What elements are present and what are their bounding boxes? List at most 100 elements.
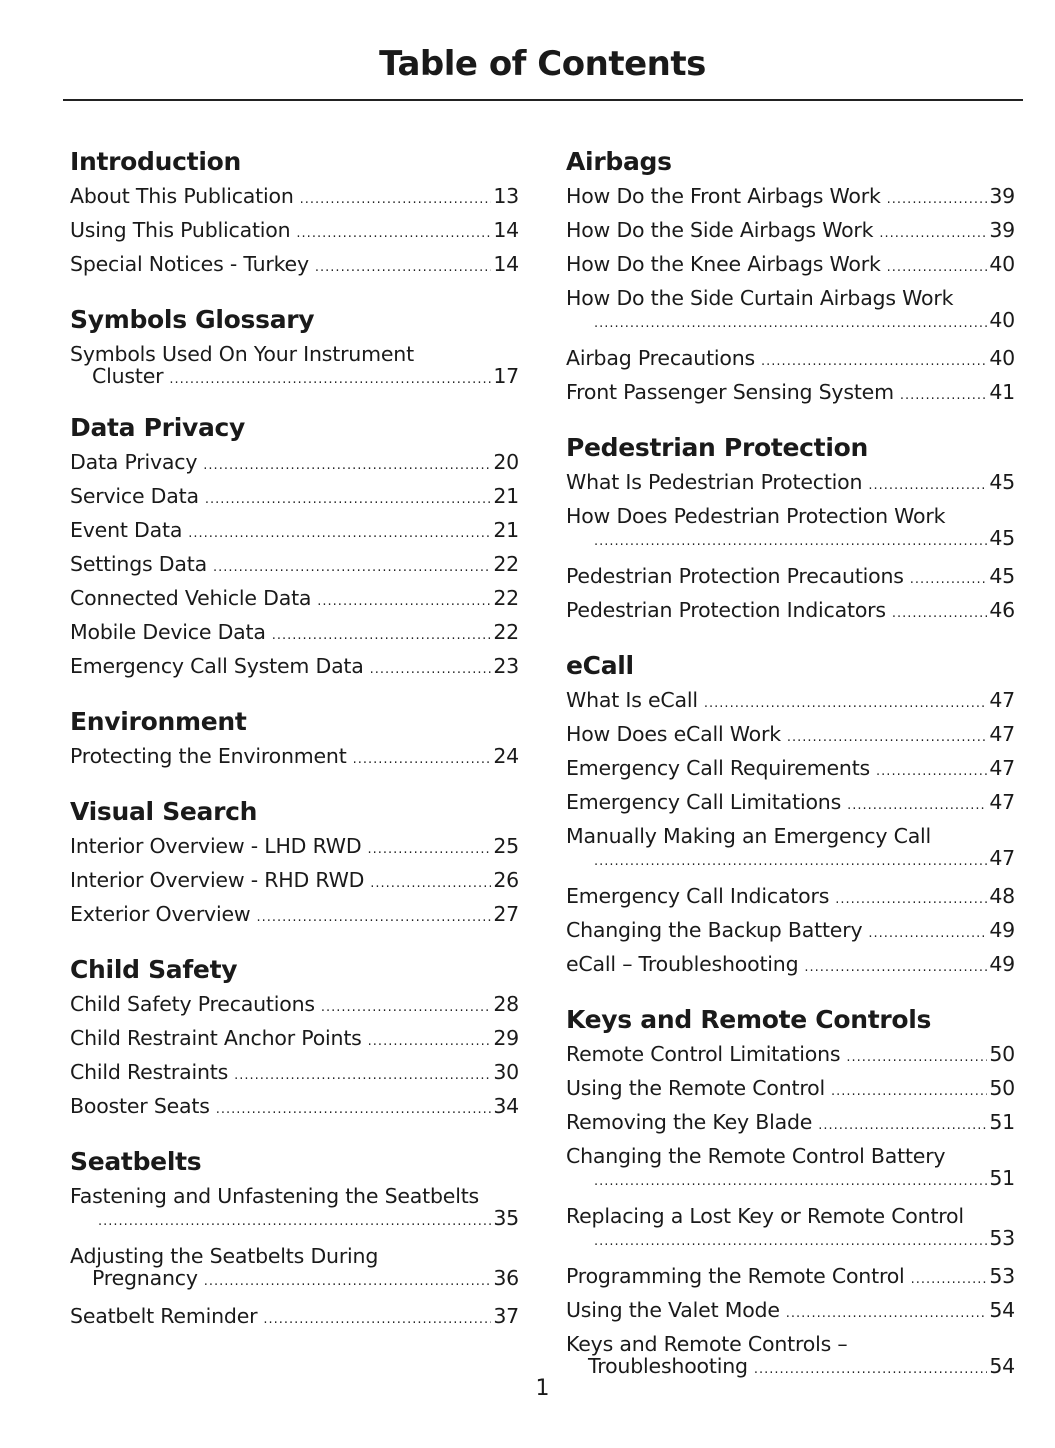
entry-row: Changing the Remote Control Battery bbox=[566, 1141, 1015, 1171]
toc-entry[interactable]: How Do the Side Airbags Work 39 bbox=[566, 215, 1015, 249]
toc-entry[interactable]: Event Data 21 bbox=[70, 515, 519, 549]
toc-entry[interactable]: Service Data 21 bbox=[70, 481, 519, 515]
entry-title: Remote Control Limitations bbox=[566, 1042, 841, 1066]
entry-row: Using the Remote Control 50 bbox=[566, 1073, 1015, 1107]
toc-entry[interactable]: Emergency Call System Data 23 bbox=[70, 651, 519, 685]
entry-row-continued: Troubleshooting 54 bbox=[566, 1355, 1015, 1381]
toc-entry[interactable]: Data Privacy 20 bbox=[70, 447, 519, 481]
entry-page: 47 bbox=[989, 846, 1015, 870]
entry-row-continued: 51 bbox=[566, 1167, 1015, 1193]
entry-title: Emergency Call Requirements bbox=[566, 756, 871, 780]
entry-title: Mobile Device Data bbox=[70, 620, 266, 644]
dot-leader bbox=[263, 1305, 491, 1335]
toc-entry[interactable]: Changing the Remote Control Battery 51 bbox=[566, 1141, 1015, 1193]
toc-entry[interactable]: Exterior Overview 27 bbox=[70, 899, 519, 933]
toc-entry[interactable]: Child Safety Precautions 28 bbox=[70, 989, 519, 1023]
entry-row: Emergency Call Requirements 47 bbox=[566, 753, 1015, 787]
toc-entry[interactable]: Seatbelt Reminder 37 bbox=[70, 1301, 519, 1335]
dot-leader bbox=[317, 587, 491, 617]
section-heading: Introduction bbox=[70, 147, 241, 176]
toc-entry[interactable]: Replacing a Lost Key or Remote Control 53 bbox=[566, 1201, 1015, 1253]
title-divider bbox=[63, 99, 1023, 101]
toc-entry[interactable]: Emergency Call Limitations 47 bbox=[566, 787, 1015, 821]
toc-entry[interactable]: How Do the Side Curtain Airbags Work 40 bbox=[566, 283, 1015, 335]
entry-page: 23 bbox=[493, 654, 519, 678]
toc-entry[interactable]: Keys and Remote Controls – Troubleshootin… bbox=[566, 1329, 1015, 1381]
toc-entry[interactable]: Remote Control Limitations 50 bbox=[566, 1039, 1015, 1073]
toc-entry[interactable]: Protecting the Environment 24 bbox=[70, 741, 519, 775]
entry-page: 47 bbox=[989, 722, 1015, 746]
entry-row: Using the Valet Mode 54 bbox=[566, 1295, 1015, 1329]
entry-row: Fastening and Unfastening the Seatbelts bbox=[70, 1181, 519, 1211]
toc-entry[interactable]: Child Restraint Anchor Points 29 bbox=[70, 1023, 519, 1057]
toc-entry[interactable]: Using the Valet Mode 54 bbox=[566, 1295, 1015, 1329]
toc-entry[interactable]: Emergency Call Indicators 48 bbox=[566, 881, 1015, 915]
section-heading: Seatbelts bbox=[70, 1147, 202, 1176]
toc-entry[interactable]: eCall – Troubleshooting 49 bbox=[566, 949, 1015, 983]
entry-page: 26 bbox=[493, 868, 519, 892]
toc-entry[interactable]: Mobile Device Data 22 bbox=[70, 617, 519, 651]
toc-entry[interactable]: Airbag Precautions 40 bbox=[566, 343, 1015, 377]
toc-entry[interactable]: How Do the Knee Airbags Work 40 bbox=[566, 249, 1015, 283]
toc-entry[interactable]: How Do the Front Airbags Work 39 bbox=[566, 181, 1015, 215]
entry-page: 48 bbox=[989, 884, 1015, 908]
toc-entry[interactable]: Booster Seats 34 bbox=[70, 1091, 519, 1125]
dot-leader bbox=[213, 553, 491, 583]
entry-row: What Is eCall 47 bbox=[566, 685, 1015, 719]
entry-row: How Does Pedestrian Protection Work bbox=[566, 501, 1015, 531]
entry-row: eCall – Troubleshooting 49 bbox=[566, 949, 1015, 983]
dot-leader bbox=[704, 689, 987, 719]
entry-page: 47 bbox=[989, 756, 1015, 780]
entry-title: Child Safety Precautions bbox=[70, 992, 315, 1016]
entry-title: Using This Publication bbox=[70, 218, 291, 242]
toc-entry[interactable]: Using the Remote Control 50 bbox=[566, 1073, 1015, 1107]
entry-title: Exterior Overview bbox=[70, 902, 251, 926]
toc-entry[interactable]: About This Publication 13 bbox=[70, 181, 519, 215]
dot-leader bbox=[98, 1211, 491, 1233]
section-heading: Data Privacy bbox=[70, 413, 246, 442]
entry-row: Interior Overview - LHD RWD 25 bbox=[70, 831, 519, 865]
toc-entry[interactable]: Changing the Backup Battery 49 bbox=[566, 915, 1015, 949]
toc-entry[interactable]: Manually Making an Emergency Call 47 bbox=[566, 821, 1015, 873]
toc-entry[interactable]: How Does eCall Work 47 bbox=[566, 719, 1015, 753]
toc-entry[interactable]: Interior Overview - RHD RWD 26 bbox=[70, 865, 519, 899]
toc-entry[interactable]: Settings Data 22 bbox=[70, 549, 519, 583]
toc-entry[interactable]: Fastening and Unfastening the Seatbelts 3… bbox=[70, 1181, 519, 1233]
toc-entry[interactable]: How Does Pedestrian Protection Work 45 bbox=[566, 501, 1015, 553]
toc-entry[interactable]: Connected Vehicle Data 22 bbox=[70, 583, 519, 617]
toc-entry[interactable]: What Is eCall 47 bbox=[566, 685, 1015, 719]
entry-title: How Does eCall Work bbox=[566, 722, 781, 746]
toc-entry[interactable]: Special Notices - Turkey 14 bbox=[70, 249, 519, 283]
toc-entry[interactable]: Programming the Remote Control 53 bbox=[566, 1261, 1015, 1295]
entry-page: 29 bbox=[493, 1026, 519, 1050]
toc-entry[interactable]: What Is Pedestrian Protection 45 bbox=[566, 467, 1015, 501]
toc-entry[interactable]: Using This Publication 14 bbox=[70, 215, 519, 249]
entry-page: 27 bbox=[493, 902, 519, 926]
toc-entry[interactable]: Child Restraints 30 bbox=[70, 1057, 519, 1091]
entry-row: How Does eCall Work 47 bbox=[566, 719, 1015, 753]
toc-entry[interactable]: Interior Overview - LHD RWD 25 bbox=[70, 831, 519, 865]
section-heading: Keys and Remote Controls bbox=[566, 1005, 932, 1034]
entry-row: Front Passenger Sensing System 41 bbox=[566, 377, 1015, 411]
toc-section: eCall What Is eCall 47 How Does eCall Work 4… bbox=[566, 649, 1015, 983]
section-heading: Pedestrian Protection bbox=[566, 433, 868, 462]
section-heading: Child Safety bbox=[70, 955, 238, 984]
entry-page: 25 bbox=[493, 834, 519, 858]
dot-leader bbox=[594, 531, 987, 553]
toc-entry[interactable]: Emergency Call Requirements 47 bbox=[566, 753, 1015, 787]
entry-row: Symbols Used On Your Instrument bbox=[70, 339, 519, 369]
toc-entry[interactable]: Pedestrian Protection Precautions 45 bbox=[566, 561, 1015, 595]
toc-entry[interactable]: Pedestrian Protection Indicators 46 bbox=[566, 595, 1015, 629]
entry-row: Removing the Key Blade 51 bbox=[566, 1107, 1015, 1141]
entry-title: Fastening and Unfastening the Seatbelts bbox=[70, 1184, 480, 1208]
toc-entry[interactable]: Removing the Key Blade 51 bbox=[566, 1107, 1015, 1141]
entry-row: Event Data 21 bbox=[70, 515, 519, 549]
toc-entry[interactable]: Front Passenger Sensing System 41 bbox=[566, 377, 1015, 411]
entry-row: Special Notices - Turkey 14 bbox=[70, 249, 519, 283]
entry-page: 45 bbox=[989, 526, 1015, 550]
dot-leader bbox=[204, 1271, 492, 1293]
